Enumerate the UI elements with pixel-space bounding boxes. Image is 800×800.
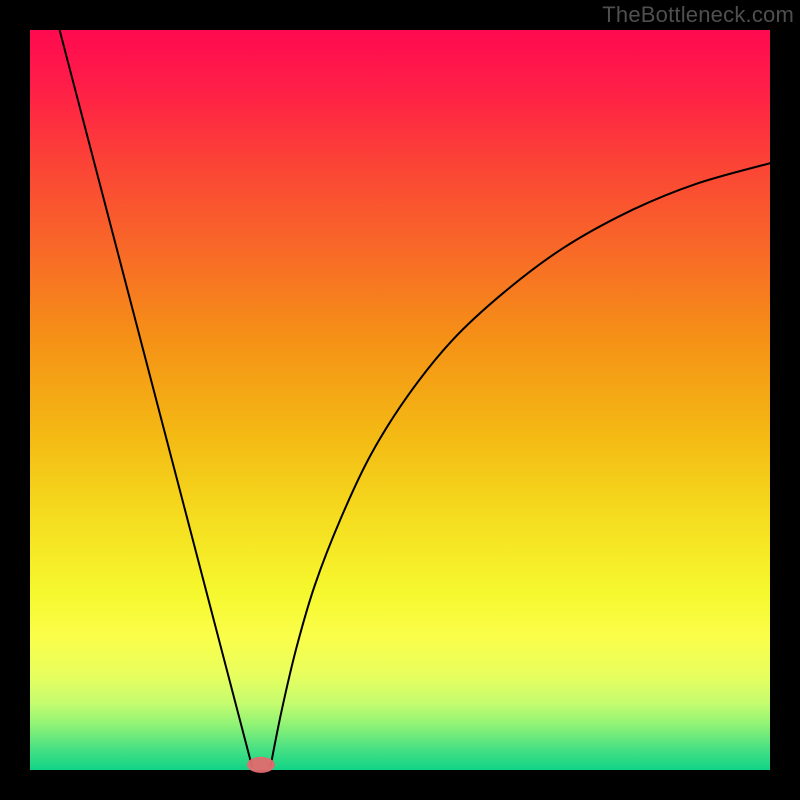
watermark-text: TheBottleneck.com <box>602 2 794 28</box>
minimum-marker <box>247 757 275 773</box>
curve-layer <box>30 30 770 770</box>
plot-area <box>30 30 770 770</box>
curve-left <box>60 30 252 766</box>
chart-frame: TheBottleneck.com <box>0 0 800 800</box>
curve-right <box>271 163 771 766</box>
